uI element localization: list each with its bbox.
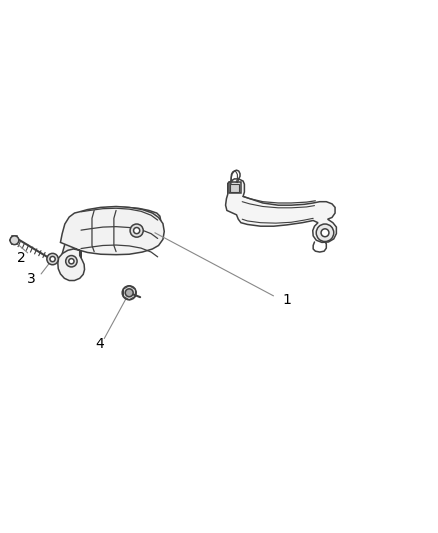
Text: 1: 1 <box>283 293 291 307</box>
Polygon shape <box>226 179 336 243</box>
Circle shape <box>122 286 136 300</box>
Circle shape <box>66 255 77 267</box>
Polygon shape <box>58 206 164 280</box>
Text: 4: 4 <box>95 337 104 351</box>
Circle shape <box>69 259 74 264</box>
Text: 2: 2 <box>17 251 25 265</box>
Polygon shape <box>229 182 241 193</box>
Polygon shape <box>230 184 239 191</box>
Circle shape <box>130 224 143 237</box>
Circle shape <box>47 253 58 265</box>
Text: 3: 3 <box>27 272 36 286</box>
Circle shape <box>10 236 19 245</box>
Circle shape <box>50 256 55 262</box>
Polygon shape <box>61 214 81 271</box>
Circle shape <box>125 289 133 297</box>
Circle shape <box>316 224 334 241</box>
Polygon shape <box>81 207 161 258</box>
Circle shape <box>134 228 140 233</box>
Circle shape <box>321 229 329 237</box>
